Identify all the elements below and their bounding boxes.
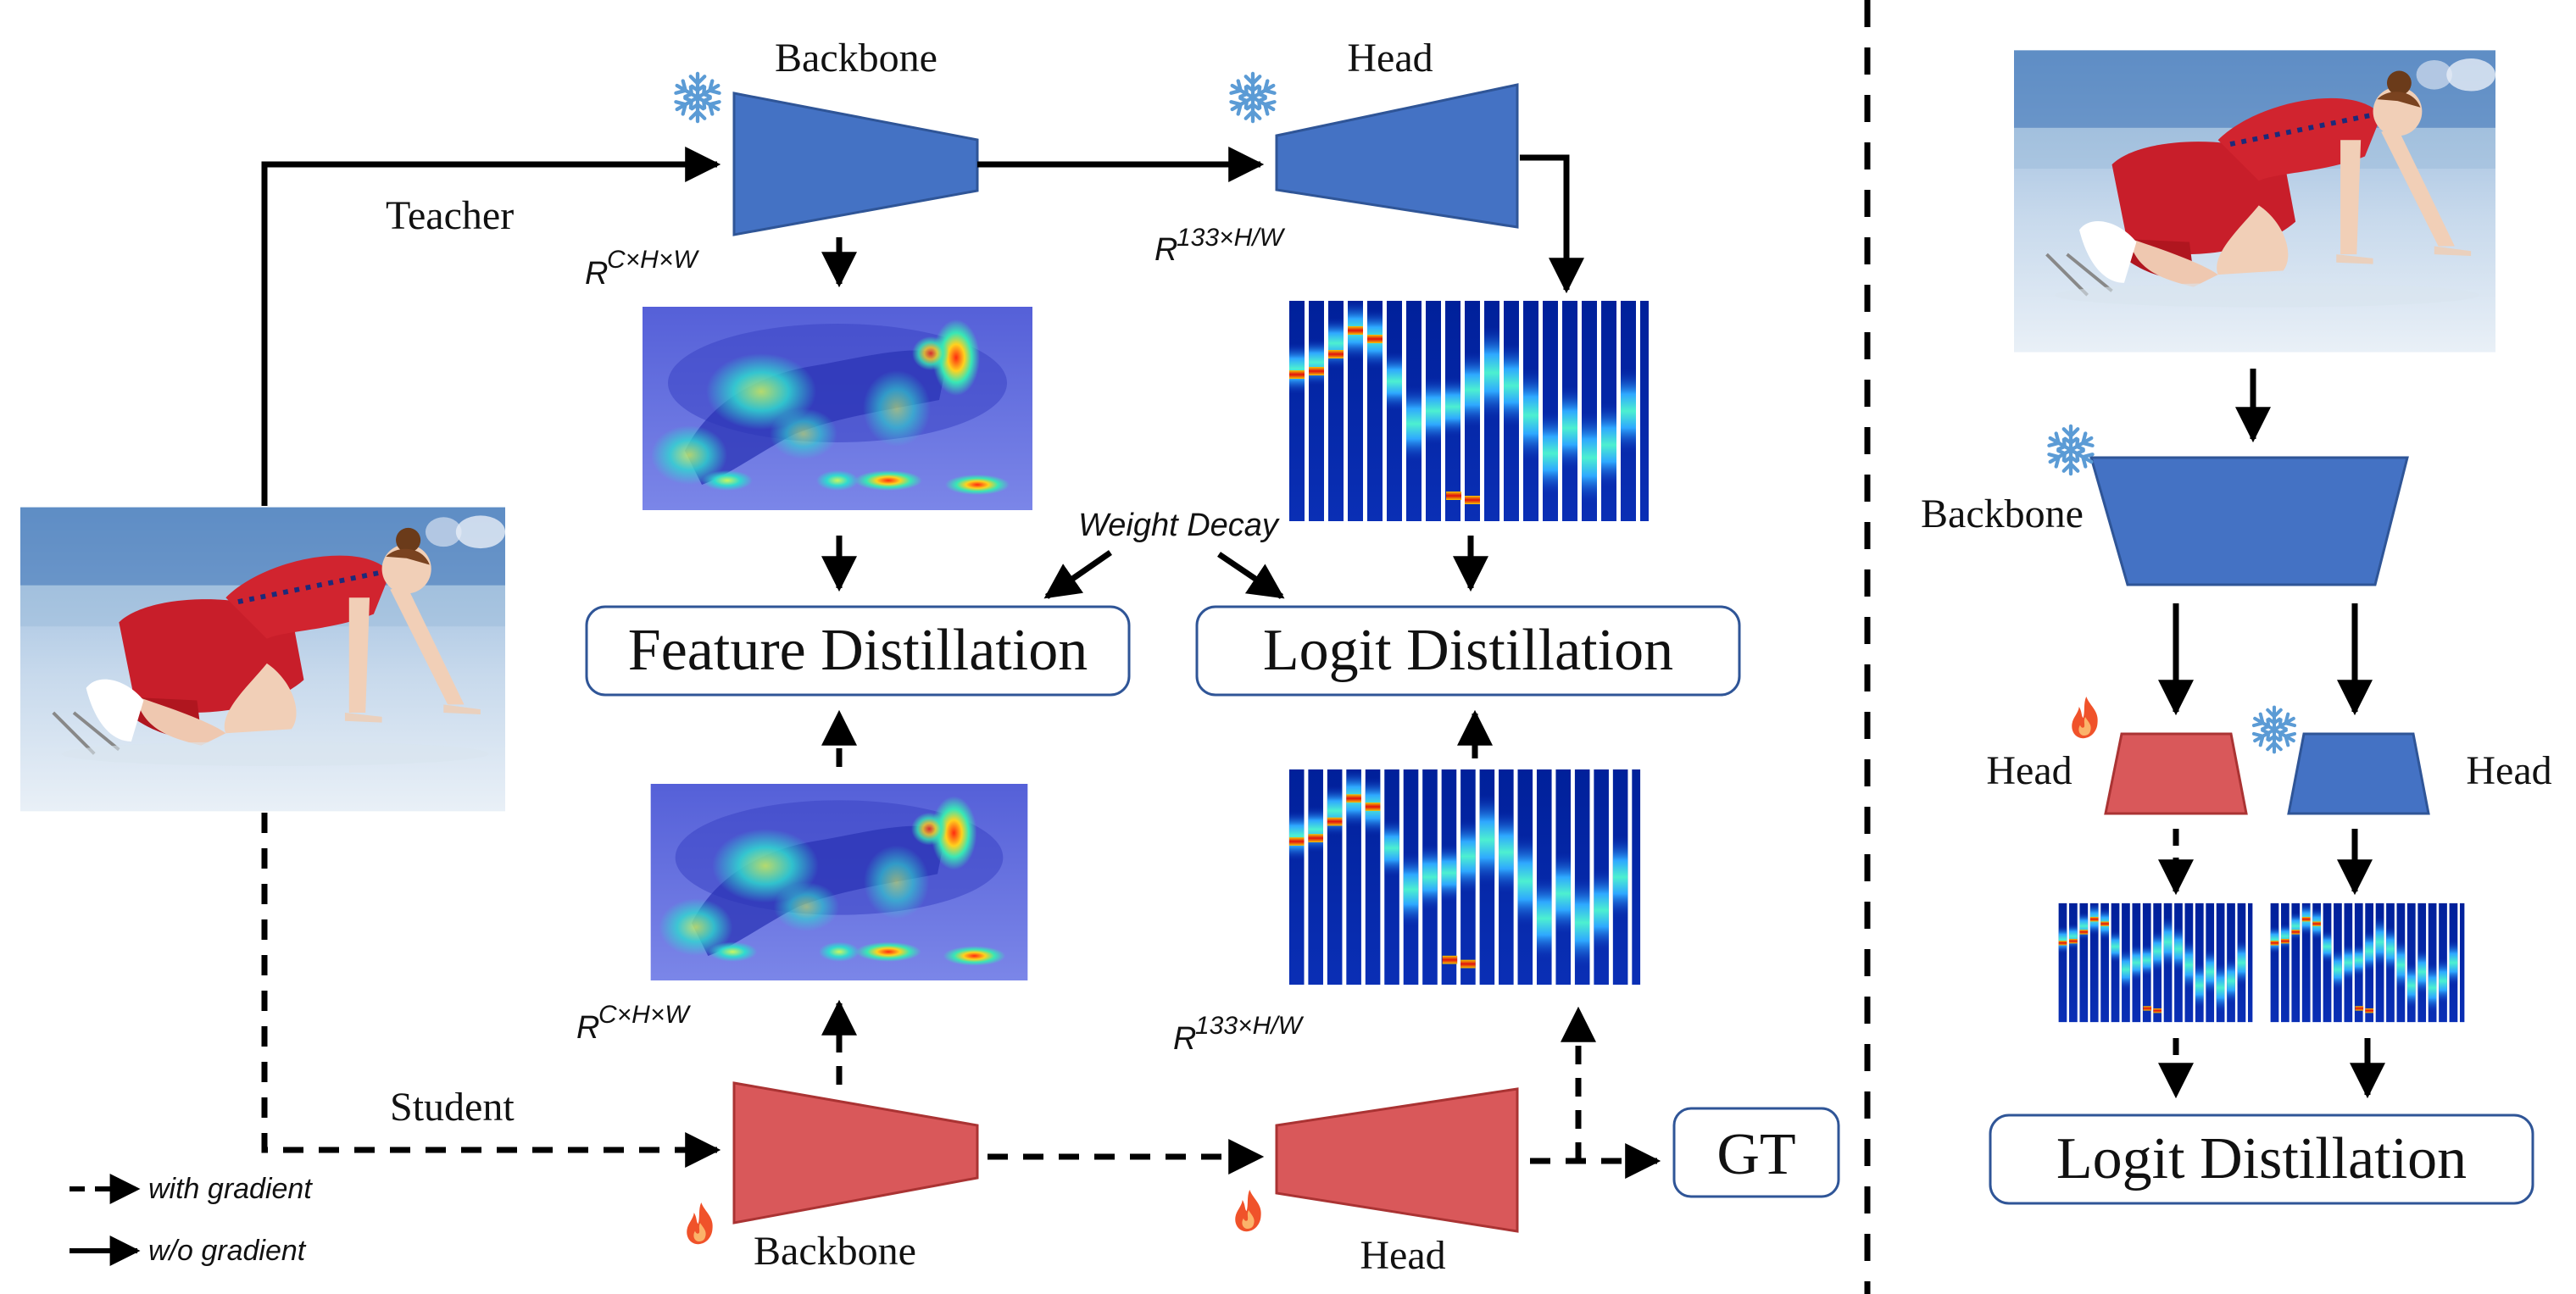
snowflake-icon [674,74,722,121]
teacher-input-arrow [261,147,721,506]
right-logit-distillation-box: Logit Distillation [1989,1114,2534,1205]
teacher-feature-dim: R C×H×W [585,246,699,292]
student-label: Student [390,1085,515,1130]
student-head [1275,1087,1519,1233]
teacher-label: Teacher [386,193,514,238]
svg-text:R: R [1173,1021,1196,1057]
snowflake-icon [1229,74,1277,121]
legend-dashed-label: with gradient [148,1173,313,1205]
student-input-arrow [261,813,721,1168]
student-logit-dim: R 133×H/W [1173,1012,1305,1057]
student-logit-map [1287,769,1643,985]
teacher-logit-map [1287,301,1651,521]
right-teacher-logit-map [2269,902,2466,1023]
student-backbone [732,1081,979,1225]
weight-decay-label: Weight Decay [1078,508,1280,543]
teacher-backbone [732,92,979,236]
right-head-right-label: Head [2466,748,2551,793]
snowflake-icon [2047,426,2095,474]
svg-text:C×H×W: C×H×W [607,246,699,274]
teacher-backbone-label: Backbone [775,36,937,81]
legend-solid-label: w/o gradient [148,1235,307,1267]
feature-distillation-box: Feature Distillation [585,605,1131,697]
ground-truth-box: GT [1672,1107,1840,1198]
legend: with gradient w/o gradient [70,1173,313,1267]
right-input-image [2014,50,2495,352]
student-feature-map [650,784,1028,980]
snowflake-icon [2251,708,2296,753]
teacher-feature-map [643,307,1032,510]
teacher-head [1275,83,1519,229]
teacher-logit-dim: R 133×H/W [1154,224,1286,268]
svg-text:GT: GT [1716,1122,1795,1187]
right-backbone-label: Backbone [1921,491,2084,536]
input-image [20,508,505,812]
student-feature-dim: R C×H×W [576,1001,691,1046]
right-student-head [2104,732,2248,815]
weight-decay-to-feature-arrow [1043,550,1112,599]
logit-distillation-box: Logit Distillation [1195,605,1741,697]
flame-icon [1235,1190,1261,1232]
svg-text:Logit Distillation: Logit Distillation [1263,618,1673,683]
svg-text:133×H/W: 133×H/W [1177,224,1286,252]
flame-icon [2072,697,2098,739]
right-teacher-head [2287,732,2430,815]
svg-text:R: R [576,1010,599,1046]
svg-text:133×H/W: 133×H/W [1195,1012,1305,1040]
svg-text:Logit Distillation: Logit Distillation [2056,1126,2467,1191]
svg-text:R: R [1154,232,1177,268]
student-head-label: Head [1360,1233,1445,1278]
svg-text:C×H×W: C×H×W [598,1001,691,1029]
svg-text:R: R [585,256,608,292]
student-backbone-label: Backbone [754,1229,916,1274]
right-student-logit-map [2057,902,2254,1023]
right-backbone [2089,456,2409,586]
right-head-left-label: Head [1986,748,2072,793]
weight-decay-to-logit-arrow [1217,552,1285,599]
teacher-head-to-logit-arrow [1520,154,1584,294]
svg-text:Feature Distillation: Feature Distillation [628,618,1088,683]
flame-icon [687,1202,713,1245]
teacher-head-label: Head [1347,36,1433,81]
